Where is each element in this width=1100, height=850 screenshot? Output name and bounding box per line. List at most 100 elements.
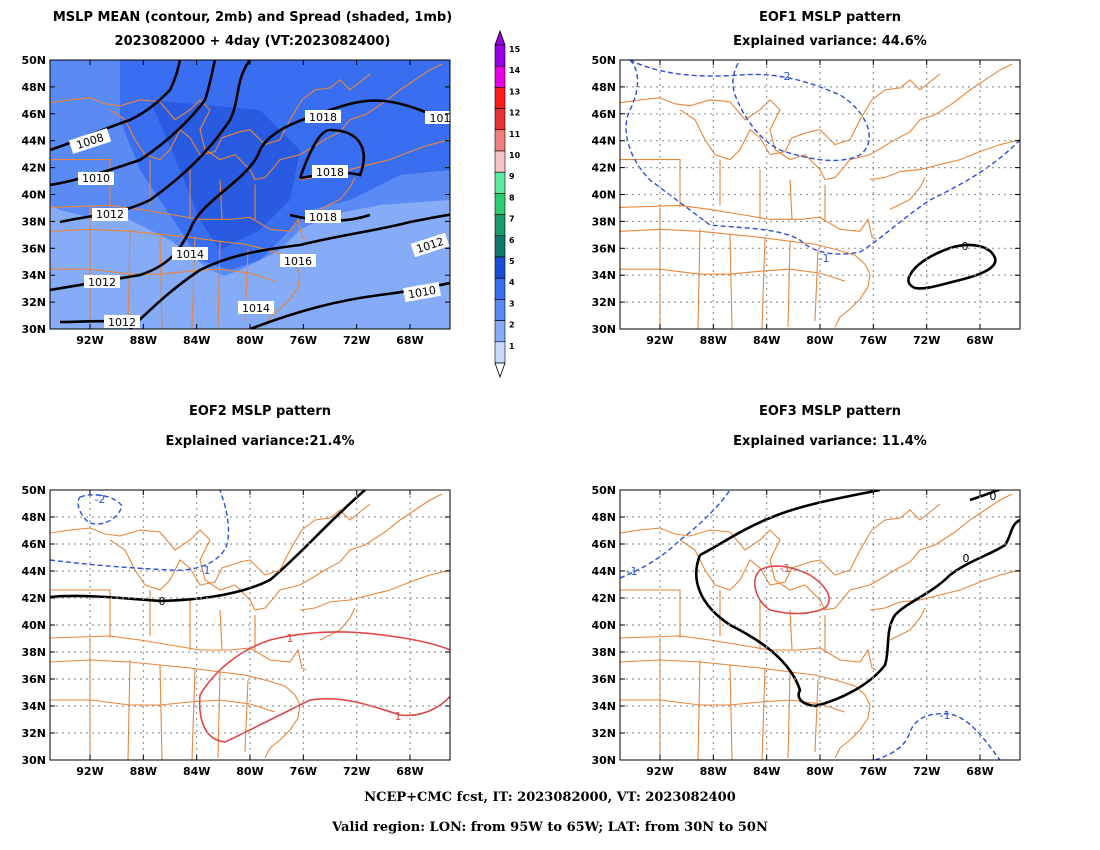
lat-tick-label: 30N <box>21 754 46 767</box>
colorbar-top-arrow <box>494 29 506 46</box>
colorbar-label: 9 <box>509 172 515 181</box>
eof2-label-1b: 1 <box>395 710 402 723</box>
mean-map: 1008 1010 1012 1014 1016 1018 1012 1010 … <box>50 60 451 329</box>
colorbar-label: 15 <box>509 45 521 54</box>
mean-label-1010b: 1010 <box>407 284 437 302</box>
lat-tick-label: 46N <box>21 538 46 551</box>
lat-tick-label: 38N <box>591 215 616 228</box>
lon-tick-label: 88W <box>700 334 727 347</box>
lon-tick-label: 80W <box>236 765 263 778</box>
eof3-label-0a: 0 <box>963 552 970 565</box>
colorbar-label: 10 <box>509 151 521 160</box>
lon-tick-label: 76W <box>290 334 317 347</box>
eof1-title-1: EOF1 MSLP pattern <box>758 10 901 25</box>
lon-tick-label: 80W <box>806 334 833 347</box>
colorbar-swatch <box>494 320 506 343</box>
colorbar-label: 3 <box>509 299 515 308</box>
lon-tick-label: 92W <box>646 765 673 778</box>
lat-tick-label: 42N <box>591 162 616 175</box>
lon-tick-label: 76W <box>290 765 317 778</box>
eof3-map <box>620 490 1020 760</box>
lat-tick-label: 36N <box>21 242 46 255</box>
footer-line-1: NCEP+CMC fcst, IT: 2023082000, VT: 20230… <box>364 790 736 805</box>
colorbar-swatch <box>494 299 506 321</box>
eof1-label-0: 0 <box>962 240 969 253</box>
lon-tick-label: 80W <box>236 334 263 347</box>
lat-tick-label: 32N <box>591 727 616 740</box>
lon-tick-label: 76W <box>860 765 887 778</box>
lat-tick-label: 48N <box>591 511 616 524</box>
colorbar-swatch <box>494 214 506 237</box>
lon-tick-label: 88W <box>130 765 157 778</box>
lat-tick-label: 48N <box>591 81 616 94</box>
colorbar-swatch <box>494 171 506 194</box>
colorbar-label: 5 <box>509 257 515 266</box>
lat-tick-label: 38N <box>21 215 46 228</box>
lon-tick-label: 84W <box>183 765 210 778</box>
lat-tick-label: 36N <box>591 242 616 255</box>
lon-tick-label: 84W <box>183 334 210 347</box>
colorbar-label: 8 <box>509 193 515 202</box>
footer-line-2: Valid region: LON: from 95W to 65W; LAT:… <box>332 820 768 835</box>
lat-tick-label: 44N <box>591 565 616 578</box>
lon-tick-label: 88W <box>130 334 157 347</box>
mean-label-1014: 1014 <box>176 248 204 261</box>
eof2-label-neg1: -1 <box>200 564 211 577</box>
eof2-label-0: 0 <box>159 595 166 608</box>
colorbar-swatch <box>494 341 506 364</box>
lat-tick-label: 44N <box>21 565 46 578</box>
colorbar-label: 13 <box>509 87 520 96</box>
lat-tick-label: 48N <box>21 511 46 524</box>
eof3-title-2: Explained variance: 11.4% <box>733 434 927 449</box>
lat-tick-label: 42N <box>591 592 616 605</box>
mean-label-1018b: 1018 <box>316 166 344 179</box>
mean-label-1014b: 1014 <box>242 302 270 315</box>
lon-tick-label: 92W <box>646 334 673 347</box>
lat-tick-label: 32N <box>21 296 46 309</box>
colorbar-label: 14 <box>509 66 521 75</box>
lat-tick-label: 36N <box>591 673 616 686</box>
colorbar-swatch <box>494 87 506 109</box>
lat-tick-label: 50N <box>591 54 616 67</box>
lat-tick-label: 40N <box>21 189 46 202</box>
lat-tick-label: 40N <box>591 619 616 632</box>
mean-label-1018c: 1018 <box>309 211 337 224</box>
lat-tick-label: 40N <box>21 619 46 632</box>
colorbar-swatch <box>494 277 506 300</box>
mean-label-1012c: 1012 <box>88 276 116 289</box>
lon-tick-label: 72W <box>343 765 370 778</box>
colorbar-swatch <box>494 235 506 258</box>
lat-tick-label: 44N <box>21 135 46 148</box>
colorbar: 15 14 13 12 11 10 9 8 7 6 5 4 3 2 1 <box>494 29 521 379</box>
lat-tick-label: 30N <box>21 323 46 336</box>
colorbar-label: 4 <box>509 278 515 287</box>
eof3-title-1: EOF3 MSLP pattern <box>758 404 901 419</box>
lat-tick-label: 44N <box>591 135 616 148</box>
lat-tick-label: 46N <box>591 538 616 551</box>
lat-tick-label: 34N <box>591 269 616 282</box>
colorbar-swatch <box>494 108 506 131</box>
lat-tick-label: 32N <box>591 296 616 309</box>
eof1-title-2: Explained variance: 44.6% <box>733 34 927 49</box>
lat-tick-label: 34N <box>21 269 46 282</box>
lat-tick-label: 42N <box>21 592 46 605</box>
mean-label-1012: 1012 <box>96 208 124 221</box>
lon-tick-label: 68W <box>966 334 993 347</box>
lon-tick-label: 92W <box>76 334 103 347</box>
eof2-title-2: Explained variance:21.4% <box>165 434 355 449</box>
eof3-label-neg1b: -1 <box>780 562 791 575</box>
colorbar-label: 7 <box>509 215 515 224</box>
lon-tick-label: 88W <box>700 765 727 778</box>
colorbar-bottom-arrow <box>494 362 506 379</box>
mean-label-101: 101 <box>430 112 451 125</box>
colorbar-swatch <box>494 65 506 88</box>
colorbar-swatch <box>494 129 506 152</box>
lon-tick-label: 84W <box>753 765 780 778</box>
eof1-label-neg2: -2 <box>780 70 791 83</box>
lat-tick-label: 38N <box>21 646 46 659</box>
colorbar-label: 1 <box>509 342 515 351</box>
eof2-title-1: EOF2 MSLP pattern <box>188 404 331 419</box>
mean-label-1016: 1016 <box>284 255 312 268</box>
eof3-label-neg1c: -1 <box>940 709 951 722</box>
